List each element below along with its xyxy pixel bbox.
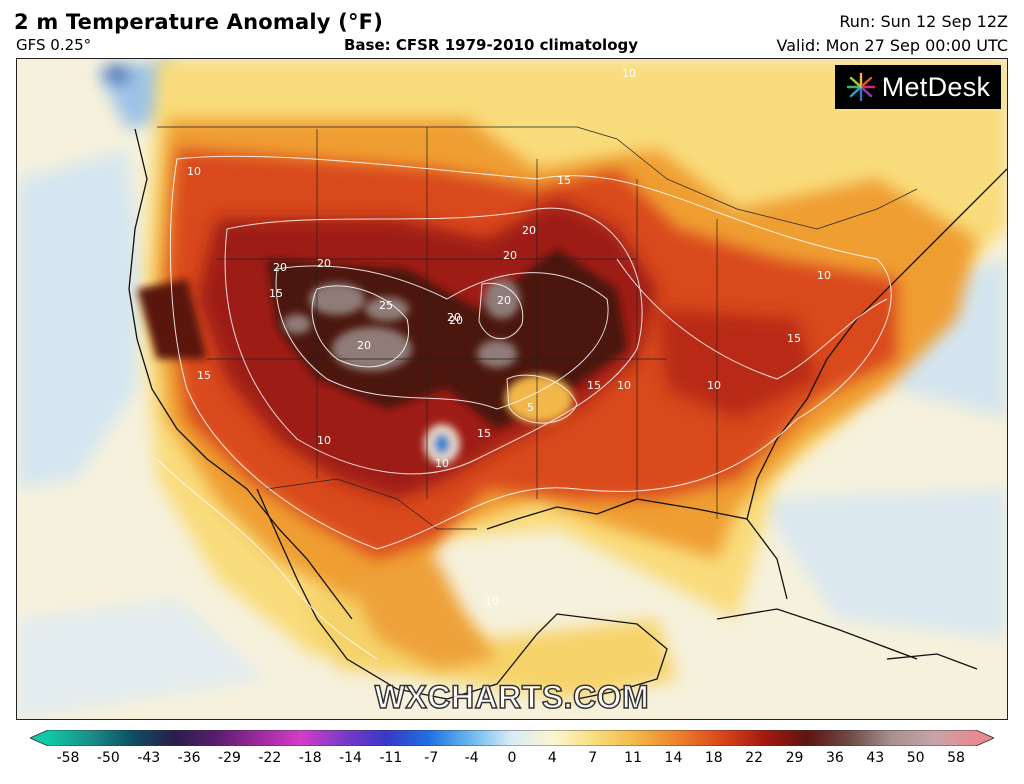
scale-gradient [48, 730, 976, 746]
contour-labels: 15 10 20 20 25 20 15 20 20 20 20 5 15 15… [187, 67, 831, 608]
metdesk-logo: MetDesk [835, 65, 1001, 109]
scale-tick-label: 14 [664, 750, 683, 766]
scale-tick-label: -22 [258, 750, 282, 766]
scale-tick-label: 36 [825, 750, 844, 766]
contour-label: 15 [557, 174, 571, 187]
contour-label: 20 [503, 249, 517, 262]
coastlines [128, 128, 1007, 700]
scale-tick-label: -18 [298, 750, 322, 766]
scale-tick-label: -43 [137, 750, 161, 766]
contour-label: 10 [187, 165, 201, 178]
scale-tick-label: 0 [507, 750, 517, 766]
peak-anomaly-patches [283, 279, 520, 371]
contour-label: 20 [447, 311, 461, 324]
run-time-label: Run: Sun 12 Sep 12Z [839, 12, 1008, 31]
contour-label: 10 [485, 595, 499, 608]
contour-label: 20 [317, 257, 331, 270]
contour-label: 10 [622, 67, 636, 80]
chart-title: 2 m Temperature Anomaly (°F) [14, 10, 383, 34]
contour-lines [156, 155, 892, 660]
starburst-icon [846, 72, 875, 102]
contour-label: 15 [587, 379, 601, 392]
contour-label: 25 [379, 299, 393, 312]
color-scale-bar [30, 730, 994, 746]
contour-label: 15 [197, 369, 211, 382]
scale-tick-label: 7 [588, 750, 598, 766]
contour-label: 5 [527, 401, 534, 414]
scale-tick-label: -11 [379, 750, 403, 766]
mild-anomaly-patch [505, 375, 573, 423]
scale-tick-label: 50 [906, 750, 925, 766]
valid-time-label: Valid: Mon 27 Sep 00:00 UTC [776, 36, 1008, 55]
model-label: GFS 0.25° [16, 36, 92, 54]
scale-tick-label: -7 [424, 750, 439, 766]
political-borders [157, 126, 918, 530]
scale-tick-label: -36 [177, 750, 201, 766]
scale-tick-label: -4 [464, 750, 479, 766]
scale-tick-label: 22 [745, 750, 764, 766]
contour-label: 10 [817, 269, 831, 282]
scale-tick-label: -14 [339, 750, 362, 766]
scale-arrow-left [30, 730, 48, 746]
scale-tick-label: -58 [56, 750, 80, 766]
contour-label: 20 [522, 224, 536, 237]
contour-label: 20 [273, 261, 287, 274]
anomaly-map: 15 10 20 20 25 20 15 20 20 20 20 5 15 15… [17, 59, 1007, 719]
scale-tick-label: -50 [96, 750, 120, 766]
contour-label: 15 [477, 427, 491, 440]
scale-tick-label: -29 [218, 750, 241, 766]
contour-label: 20 [449, 314, 463, 327]
climatology-base-label: Base: CFSR 1979-2010 climatology [344, 36, 639, 54]
contour-label: 15 [269, 287, 283, 300]
contour-label: 20 [357, 339, 371, 352]
scale-tick-label: 43 [866, 750, 885, 766]
map-panel: 15 10 20 20 25 20 15 20 20 20 20 5 15 15… [16, 58, 1008, 720]
scale-tick-label: 29 [785, 750, 804, 766]
contour-label: 10 [317, 434, 331, 447]
scale-tick-label: 4 [547, 750, 557, 766]
local-cool-spot [424, 424, 460, 464]
contour-label: 15 [787, 332, 801, 345]
contour-label: 10 [435, 457, 449, 470]
contour-label: 10 [617, 379, 631, 392]
color-scale-labels: -58 -50 -43 -36 -29 -22 -18 -14 -11 -7 -4 0 4 7 11 14 18… [0, 750, 1024, 770]
contour-label: 20 [497, 294, 511, 307]
scale-tick-label: 58 [947, 750, 965, 766]
metdesk-logo-text: MetDesk [881, 71, 991, 102]
scale-tick-label: 18 [704, 750, 723, 766]
scale-arrow-right [976, 730, 994, 746]
wxcharts-watermark: WXCHARTS.COM [374, 678, 650, 716]
scale-tick-label: 11 [624, 750, 642, 766]
contour-label: 10 [707, 379, 721, 392]
